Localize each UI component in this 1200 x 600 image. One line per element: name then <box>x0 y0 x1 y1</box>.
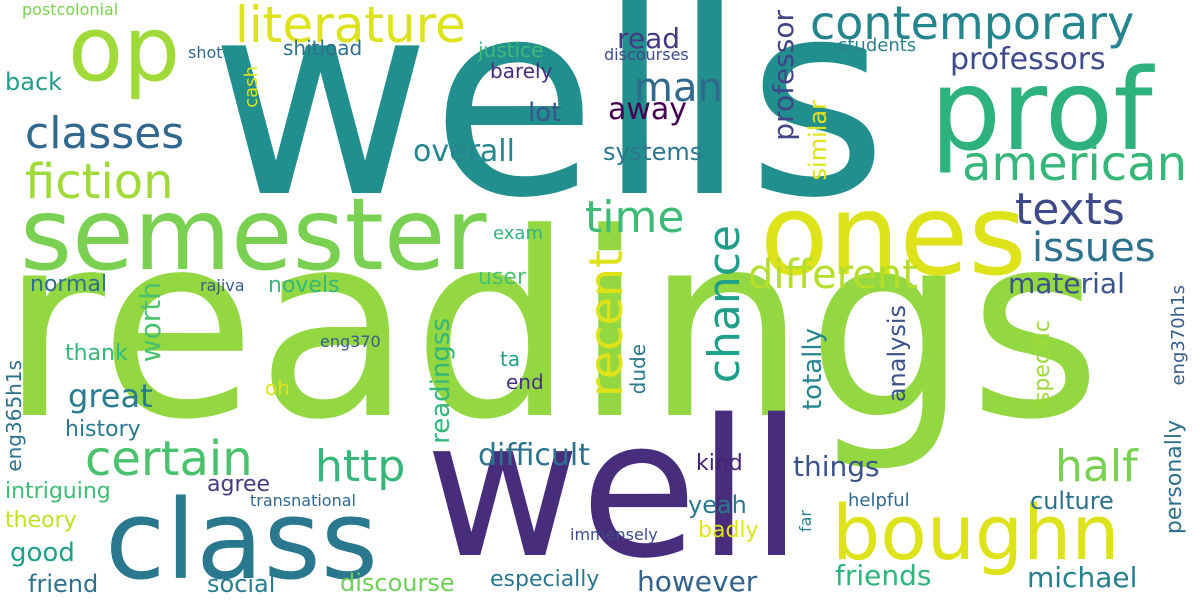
word-literature: literature <box>235 0 466 54</box>
word-user: user <box>478 265 526 290</box>
word-transnational: transnational <box>250 491 356 510</box>
word-away: away <box>608 92 688 127</box>
word-normal: normal <box>30 272 108 297</box>
word-contemporary: contemporary <box>810 0 1135 50</box>
word-ones: ones <box>760 171 1027 301</box>
word-discourse: discourse <box>340 569 455 597</box>
word-readingss: readingss <box>426 318 456 444</box>
word-read: read <box>617 22 681 55</box>
word-specific: specific <box>1030 320 1055 404</box>
word-agree: agree <box>207 472 271 497</box>
word-oh: oh <box>265 376 290 400</box>
word-well: well <box>425 379 803 600</box>
word-professor: professor <box>767 10 800 141</box>
word-kind: kind <box>696 451 743 476</box>
word-great: great <box>68 377 153 415</box>
word-worth: worth <box>134 282 167 363</box>
word-history: history <box>65 417 141 442</box>
word-dude: dude <box>626 344 650 395</box>
word-justice: justice <box>478 38 544 62</box>
word-american: american <box>962 136 1187 192</box>
word-cash: cash <box>241 66 262 108</box>
word-novels: novels <box>268 273 340 298</box>
word-analysis: analysis <box>883 305 911 403</box>
word-class: class <box>105 476 379 600</box>
word-back: back <box>5 68 63 96</box>
word-eng370h1s: eng370h1s <box>1168 285 1189 386</box>
word-exam: exam <box>493 223 543 244</box>
word-totally: totally <box>798 328 828 411</box>
word-barely: barely <box>490 59 553 83</box>
word-yeah: yeah <box>688 491 747 519</box>
word-helpful: helpful <box>848 490 910 511</box>
word-texts: texts <box>1015 184 1125 235</box>
word-fiction: fiction <box>25 154 174 210</box>
word-however: however <box>637 565 758 598</box>
word-intriguing: intriguing <box>5 479 111 504</box>
word-immensely: immensely <box>570 525 658 544</box>
word-recent: recent <box>579 250 633 397</box>
word-certain: certain <box>85 431 253 487</box>
word-friend: friend <box>28 570 99 598</box>
word-boughn: boughn <box>832 488 1120 577</box>
word-students: students <box>838 35 917 56</box>
word-far: far <box>796 510 815 533</box>
word-prof: prof <box>930 46 1153 176</box>
word-culture: culture <box>1030 487 1114 515</box>
word-personally: personally <box>1162 420 1187 535</box>
word-things: things <box>793 450 880 483</box>
word-wells: wells <box>210 0 888 257</box>
word-michael: michael <box>1027 561 1138 594</box>
word-semester: semester <box>20 176 487 293</box>
word-http: http <box>315 441 406 492</box>
word-end: end <box>506 370 544 394</box>
word-man: man <box>634 65 723 111</box>
word-theory: theory <box>5 508 77 533</box>
word-similar: similar <box>804 100 832 181</box>
word-overall: overall <box>413 134 515 169</box>
word-issues: issues <box>1032 225 1156 271</box>
word-systems: systems <box>603 138 703 166</box>
word-op: op <box>68 0 181 102</box>
word-eng370: eng370 <box>320 332 381 351</box>
word-difficult: difficult <box>478 438 590 473</box>
word-shot: shot <box>188 43 223 62</box>
word-eng365h1s: eng365h1s <box>2 360 26 472</box>
word-badly: badly <box>698 518 759 543</box>
word-friends: friends <box>835 559 932 592</box>
word-ta: ta <box>500 347 521 371</box>
word-discourses: discourses <box>604 45 689 64</box>
word-social: social <box>207 570 276 598</box>
word-good: good <box>10 538 75 568</box>
word-classes: classes <box>25 108 185 159</box>
word-readings: readings <box>0 179 1102 476</box>
word-thank: thank <box>65 341 128 366</box>
word-different: different <box>748 252 918 298</box>
word-especially: especially <box>490 567 600 592</box>
word-chance: chance <box>699 225 750 384</box>
word-postcolonial: postcolonial <box>22 0 119 19</box>
word-half: half <box>1055 441 1138 492</box>
word-material: material <box>1008 267 1125 300</box>
word-shitload: shitload <box>283 36 363 60</box>
word-lot: lot <box>528 98 562 128</box>
word-professors: professors <box>950 42 1106 77</box>
word-rajiva: rajiva <box>200 276 245 295</box>
word-time: time <box>585 192 685 243</box>
